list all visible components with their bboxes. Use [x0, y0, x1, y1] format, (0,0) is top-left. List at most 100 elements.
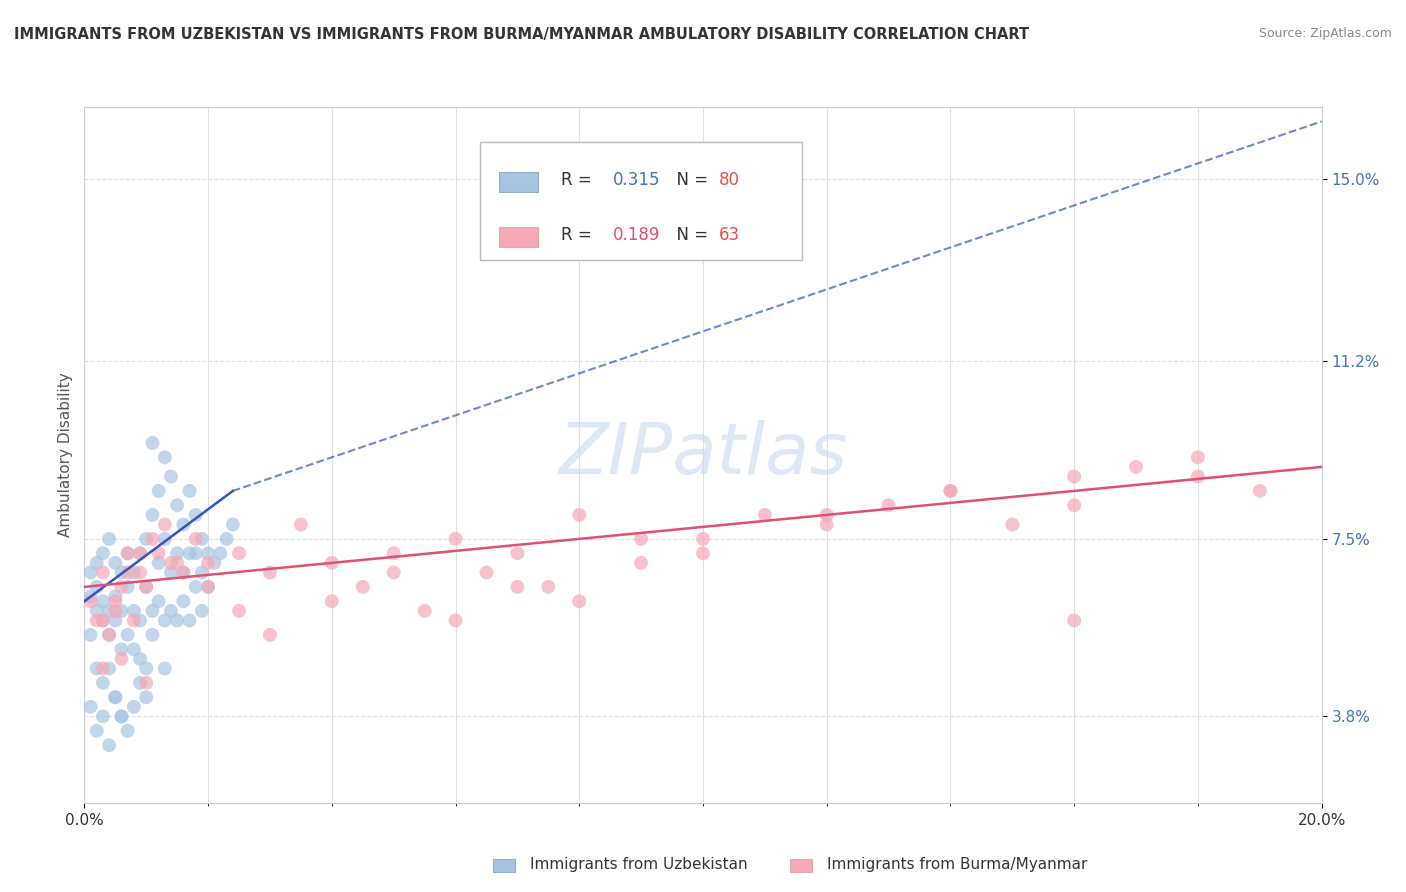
- Point: [197, 556, 219, 570]
- Point: [110, 580, 132, 594]
- Point: [160, 556, 183, 570]
- Point: [1187, 450, 1209, 465]
- FancyBboxPatch shape: [499, 227, 538, 247]
- Point: [259, 628, 281, 642]
- Point: [129, 546, 152, 560]
- Point: [117, 628, 139, 642]
- Point: [1063, 469, 1085, 483]
- Point: [172, 566, 194, 580]
- Point: [153, 532, 176, 546]
- Point: [202, 556, 225, 570]
- Text: Source: ZipAtlas.com: Source: ZipAtlas.com: [1258, 27, 1392, 40]
- Point: [104, 690, 127, 705]
- Point: [98, 628, 121, 642]
- Point: [179, 546, 201, 560]
- Point: [141, 604, 163, 618]
- Point: [228, 546, 250, 560]
- Point: [122, 614, 145, 628]
- Point: [568, 594, 591, 608]
- Point: [104, 556, 127, 570]
- Text: N =: N =: [666, 170, 713, 189]
- Point: [692, 546, 714, 560]
- Point: [141, 628, 163, 642]
- Point: [630, 556, 652, 570]
- Point: [160, 566, 183, 580]
- Text: Immigrants from Uzbekistan: Immigrants from Uzbekistan: [530, 857, 748, 872]
- Point: [191, 532, 214, 546]
- Point: [135, 661, 157, 675]
- Point: [129, 676, 152, 690]
- Point: [98, 628, 121, 642]
- Point: [148, 594, 170, 608]
- Point: [630, 532, 652, 546]
- Point: [141, 532, 163, 546]
- Point: [148, 556, 170, 570]
- Text: IMMIGRANTS FROM UZBEKISTAN VS IMMIGRANTS FROM BURMA/MYANMAR AMBULATORY DISABILIT: IMMIGRANTS FROM UZBEKISTAN VS IMMIGRANTS…: [14, 27, 1029, 42]
- Point: [692, 532, 714, 546]
- FancyBboxPatch shape: [481, 142, 801, 260]
- Point: [98, 532, 121, 546]
- Point: [222, 517, 245, 532]
- Point: [444, 532, 467, 546]
- Point: [110, 642, 132, 657]
- Text: 0.315: 0.315: [613, 170, 661, 189]
- Point: [86, 580, 108, 594]
- Point: [91, 614, 114, 628]
- Point: [382, 566, 405, 580]
- Point: [191, 566, 214, 580]
- Text: N =: N =: [666, 227, 713, 244]
- Point: [215, 532, 238, 546]
- Point: [166, 614, 188, 628]
- Point: [506, 546, 529, 560]
- Point: [79, 566, 101, 580]
- Point: [117, 723, 139, 738]
- Point: [1001, 517, 1024, 532]
- Point: [86, 614, 108, 628]
- Point: [153, 661, 176, 675]
- Point: [110, 652, 132, 666]
- Point: [166, 556, 188, 570]
- Point: [939, 483, 962, 498]
- Point: [197, 546, 219, 560]
- Point: [129, 546, 152, 560]
- Point: [259, 566, 281, 580]
- Point: [1063, 614, 1085, 628]
- Point: [382, 546, 405, 560]
- Point: [79, 594, 101, 608]
- Point: [148, 546, 170, 560]
- Point: [104, 590, 127, 604]
- Point: [290, 517, 312, 532]
- Point: [122, 699, 145, 714]
- Point: [184, 532, 207, 546]
- Point: [184, 580, 207, 594]
- Point: [537, 580, 560, 594]
- Point: [197, 580, 219, 594]
- Point: [321, 556, 343, 570]
- Point: [91, 594, 114, 608]
- Point: [104, 594, 127, 608]
- Point: [110, 566, 132, 580]
- Point: [110, 709, 132, 723]
- Point: [79, 699, 101, 714]
- Point: [815, 517, 838, 532]
- FancyBboxPatch shape: [790, 859, 811, 872]
- Point: [86, 661, 108, 675]
- Point: [122, 566, 145, 580]
- Point: [110, 709, 132, 723]
- Point: [209, 546, 232, 560]
- Point: [179, 483, 201, 498]
- Point: [86, 556, 108, 570]
- Text: ZIPatlas: ZIPatlas: [558, 420, 848, 490]
- Point: [135, 676, 157, 690]
- Point: [413, 604, 436, 618]
- Point: [160, 604, 183, 618]
- Y-axis label: Ambulatory Disability: Ambulatory Disability: [58, 373, 73, 537]
- Point: [506, 580, 529, 594]
- Text: 63: 63: [718, 227, 740, 244]
- Point: [1187, 469, 1209, 483]
- Point: [172, 566, 194, 580]
- Point: [1249, 483, 1271, 498]
- Point: [939, 483, 962, 498]
- Point: [184, 546, 207, 560]
- Point: [104, 614, 127, 628]
